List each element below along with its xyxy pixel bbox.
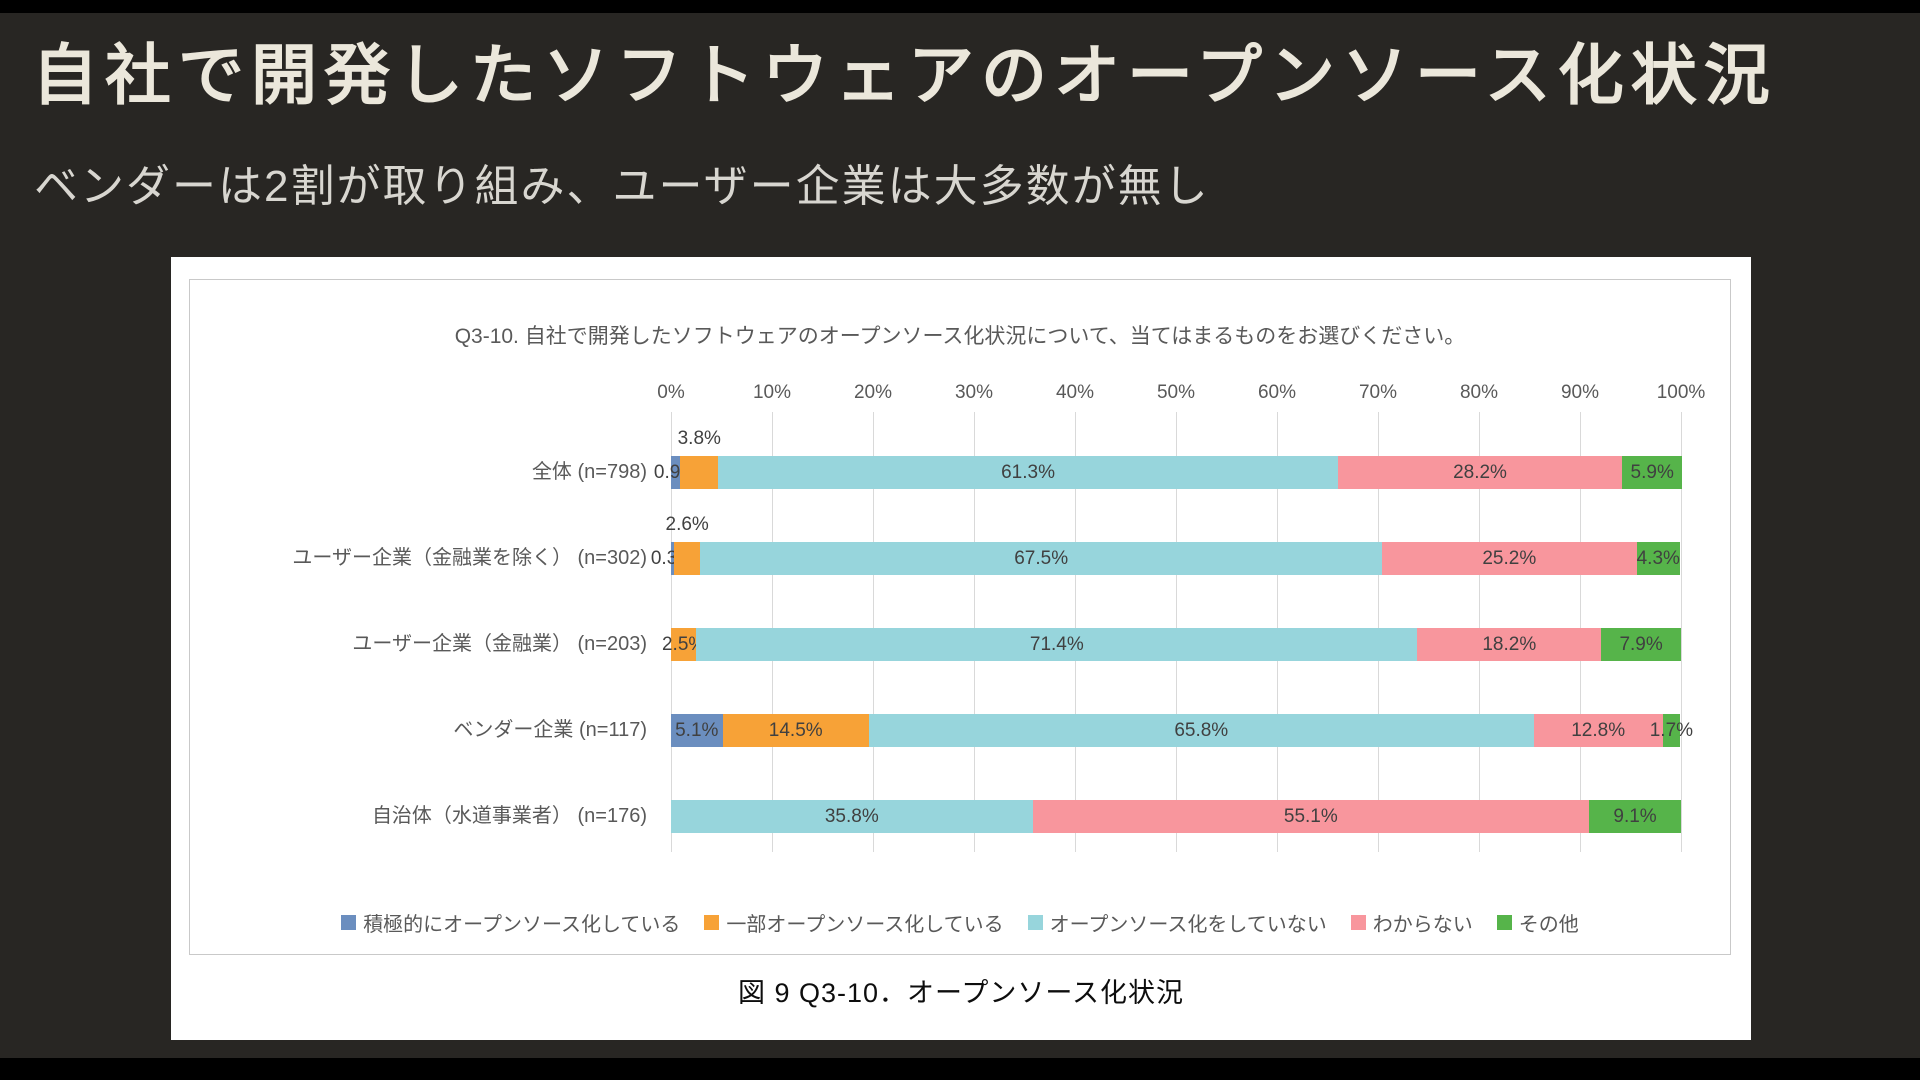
x-tick: 40% (1055, 382, 1095, 403)
bar-segment (700, 542, 1383, 575)
bar-value-label: 2.5% (661, 633, 706, 655)
legend-swatch (1027, 915, 1043, 930)
x-axis: 0% 10% 20% 30% 40% 50% 60% 70% 80% 90% 100% (657, 382, 1705, 404)
bar-segment (1533, 714, 1663, 747)
bar-value-label: 65.8% (1174, 719, 1229, 741)
bar-segment (1601, 628, 1681, 661)
bar-segment (674, 542, 701, 575)
bar-segment (671, 542, 675, 575)
figure-caption: 図 9 Q3-10．オープンソース化状況 (737, 978, 1185, 1008)
row-label: ユーザー企業（金融業） (n=203) (352, 633, 647, 655)
legend-label: 積極的にオープンソース化している (363, 914, 681, 936)
bar-row: 5.1% 14.5% 65.8% 12.8% 1.7% (671, 714, 1693, 747)
legend-label: その他 (1518, 914, 1579, 936)
bar-segment (1636, 542, 1680, 575)
bar-value-label: 25.2% (1482, 547, 1537, 569)
bar-value-label: 12.8% (1571, 719, 1626, 741)
row-label: ベンダー企業 (n=117) (453, 719, 647, 741)
top-letterbox-strip (0, 0, 1920, 13)
slide-subtitle: ベンダーは2割が取り組み、ユーザー企業は大多数が無し (34, 162, 1210, 211)
legend: 積極的にオープンソース化している 一部オープンソース化している オープンソース化をし… (190, 908, 1730, 937)
bar-segment (718, 456, 1338, 489)
bar-value-label: 18.2% (1482, 633, 1537, 655)
bar-value-label: 5.1% (675, 719, 719, 741)
bar-segment (1382, 542, 1637, 575)
bar-value-label: 55.1% (1283, 805, 1338, 827)
bar-value-label: 28.2% (1453, 461, 1507, 483)
x-tick: 10% (752, 382, 792, 403)
bottom-letterbox-strip (0, 1058, 1920, 1080)
row-label: 自治体（水道事業者） (n=176) (371, 805, 647, 827)
x-tick: 90% (1560, 382, 1600, 403)
x-tick: 60% (1257, 382, 1297, 403)
legend-swatch (1496, 915, 1512, 930)
bar-value-label: 3.8% (677, 428, 721, 449)
legend-swatch (1350, 915, 1366, 930)
legend-swatch (704, 915, 720, 930)
x-tick: 0% (657, 382, 685, 403)
bar-segment (1662, 714, 1680, 747)
bar-value-label: 1.7% (1649, 719, 1694, 741)
bar-segment (696, 628, 1418, 661)
gridline (1681, 412, 1682, 852)
bar-segment (722, 714, 869, 747)
bar-value-label: 35.8% (824, 805, 879, 827)
x-tick: 20% (853, 382, 893, 403)
bar-row: 0.9% 3.8% 61.3% 28.2% 5.9% (654, 428, 1682, 489)
bar-segment (1032, 800, 1590, 833)
legend-item: 積極的にオープンソース化している (341, 908, 680, 937)
bar-value-label: 7.9% (1619, 633, 1663, 655)
bar-value-label: 5.9% (1630, 461, 1674, 483)
chart-frame: Q3-10. 自社で開発したソフトウェアのオープンソース化状況について、当てはま… (189, 279, 1731, 955)
bar-row: 35.8% 55.1% 9.1% (671, 800, 1681, 833)
bar-segment (671, 628, 697, 661)
bar-segment (1589, 800, 1681, 833)
chart-card: Q3-10. 自社で開発したソフトウェアのオープンソース化状況について、当てはま… (171, 257, 1751, 1040)
bar-row: 0.3% 2.6% 67.5% 25.2% 4.3% (651, 514, 1681, 575)
x-tick: 70% (1358, 382, 1398, 403)
bar-segment (680, 456, 719, 489)
bar-segment (671, 714, 723, 747)
bar-row: 2.5% 71.4% 18.2% 7.9% (662, 628, 1681, 661)
bar-value-label: 2.6% (665, 514, 709, 535)
plot-area: 0.9% 3.8% 61.3% 28.2% 5.9% 0.3% 2.6% 67.5% 25.2%… (651, 412, 1693, 852)
x-tick: 80% (1459, 382, 1499, 403)
chart-title: Q3-10. 自社で開発したソフトウェアのオープンソース化状況について、当てはま… (454, 325, 1466, 348)
legend-item: わからない (1350, 908, 1473, 937)
bar-segment (1337, 456, 1623, 489)
row-label: 全体 (n=798) (531, 461, 647, 483)
legend-item: その他 (1496, 908, 1579, 937)
x-tick: 30% (954, 382, 994, 403)
bar-value-label: 14.5% (768, 719, 823, 741)
bar-value-label: 71.4% (1029, 633, 1084, 655)
legend-item: 一部オープンソース化している (704, 908, 1004, 937)
bar-value-label: 9.1% (1613, 805, 1657, 827)
bar-segment (1622, 456, 1682, 489)
bar-value-label: 61.3% (1001, 461, 1055, 483)
x-tick: 50% (1156, 382, 1196, 403)
bar-segment (1417, 628, 1602, 661)
bar-segment (868, 714, 1534, 747)
legend-item: オープンソース化をしていない (1027, 908, 1327, 937)
legend-label: わからない (1372, 914, 1473, 936)
slide-title: 自社で開発したソフトウェアのオープンソース化状況 (32, 38, 1777, 112)
x-tick: 100% (1656, 382, 1706, 403)
legend-label: 一部オープンソース化している (726, 914, 1004, 936)
legend-label: オープンソース化をしていない (1049, 914, 1327, 936)
bar-value-label: 4.3% (1636, 547, 1680, 569)
legend-swatch (341, 915, 357, 930)
row-label: ユーザー企業（金融業を除く） (n=302) (292, 547, 647, 569)
bar-segment (671, 456, 681, 489)
bar-segment (671, 800, 1033, 833)
bar-value-label: 67.5% (1014, 547, 1069, 569)
